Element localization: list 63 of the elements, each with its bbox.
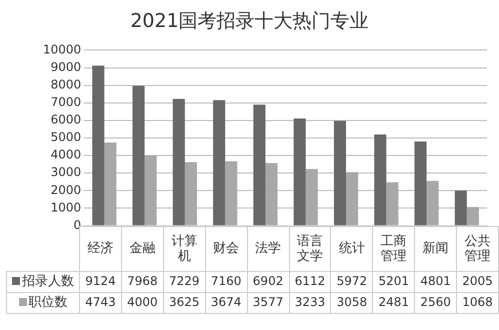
data-label: 4801 [414, 271, 457, 292]
x-tick-label: 金融 [121, 226, 164, 272]
y-tick-label: 6000 [50, 112, 82, 127]
data-label: 1068 [456, 292, 498, 314]
bar [225, 161, 238, 226]
bar [426, 180, 439, 226]
y-tick-label: 3000 [50, 165, 82, 180]
y-tick-label: 8000 [50, 77, 82, 92]
bar [104, 142, 116, 226]
bar [294, 118, 306, 226]
x-tick-label: 经济 [80, 226, 122, 272]
data-label: 4000 [121, 292, 164, 314]
x-tick-label: 财会 [205, 226, 248, 272]
data-label: 5201 [372, 271, 415, 292]
data-label: 5972 [330, 271, 373, 292]
data-label: 6902 [247, 271, 290, 292]
data-label: 2560 [414, 292, 457, 314]
x-tick-label: 计算机 [163, 226, 206, 272]
data-label: 3058 [330, 292, 373, 314]
bar [265, 162, 278, 226]
bar [334, 120, 346, 226]
x-tick-label: 统计 [330, 226, 373, 272]
x-tick-label: 公共管理 [456, 226, 498, 272]
data-label: 3233 [289, 292, 331, 314]
bar [213, 100, 226, 226]
chart-title: 2021国考招录十大热门专业 [129, 9, 370, 34]
bar [92, 66, 104, 226]
bar [132, 86, 145, 226]
bar [172, 98, 185, 226]
y-tick-label: 5000 [50, 130, 82, 144]
bar [346, 172, 358, 226]
bar [466, 207, 479, 226]
bar [374, 134, 386, 226]
data-label: 3674 [205, 292, 248, 314]
bar [306, 169, 318, 226]
x-tick-label: 工商管理 [372, 226, 415, 272]
y-tick-label: 10000 [42, 42, 82, 56]
y-tick-label: 7000 [50, 95, 82, 110]
legend-label: 招录人数 [6, 271, 80, 292]
bar [414, 141, 427, 226]
data-label: 7229 [163, 271, 206, 292]
y-tick-label: 2000 [50, 182, 82, 197]
data-label: 2005 [456, 271, 498, 292]
data-label: 6112 [289, 271, 331, 292]
bar [184, 162, 197, 226]
data-label: 2481 [372, 292, 415, 314]
bar [144, 156, 157, 226]
data-label: 9124 [80, 271, 122, 292]
y-tick-label: 9000 [50, 60, 82, 74]
data-label: 3577 [247, 292, 290, 314]
legend-label: 职位数 [6, 292, 80, 314]
bar [454, 190, 467, 226]
data-label: 7160 [205, 271, 248, 292]
bar [253, 104, 266, 226]
x-tick-label: 语言文学 [289, 226, 331, 272]
x-tick-label: 法学 [247, 226, 290, 272]
y-tick-label: 4000 [50, 148, 82, 162]
x-tick-label: 新闻 [414, 226, 457, 272]
y-tick-label: 1000 [50, 200, 82, 214]
data-label: 4743 [80, 292, 122, 314]
bar [386, 182, 398, 226]
data-label: 3625 [163, 292, 206, 314]
data-label: 7968 [121, 271, 164, 292]
